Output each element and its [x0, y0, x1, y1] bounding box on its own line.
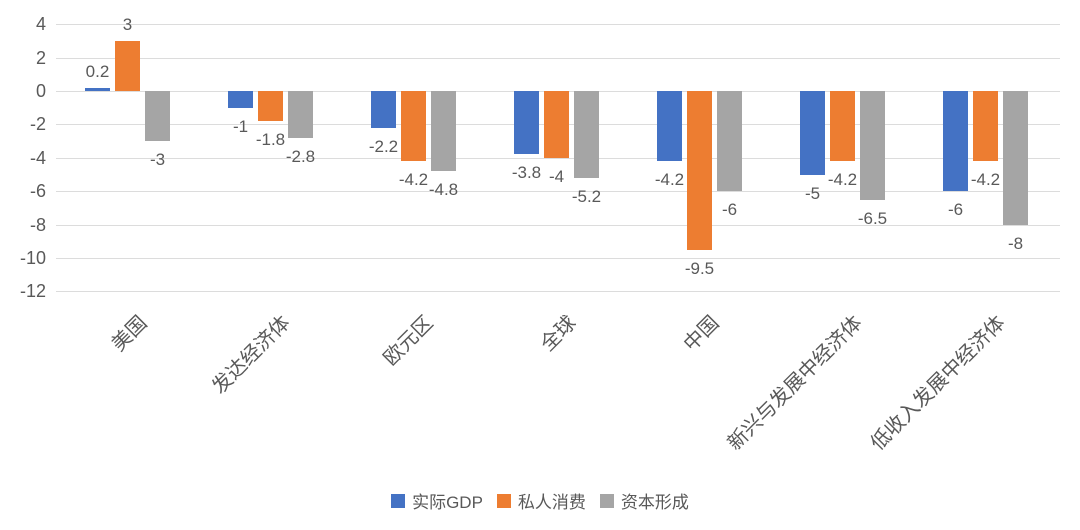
gridline [56, 291, 1060, 293]
y-axis-tick-label: -6 [29, 181, 46, 202]
bar [717, 91, 742, 192]
bar [1003, 91, 1028, 225]
gridline [56, 24, 1060, 26]
data-label: -2.2 [368, 136, 399, 156]
bar [943, 91, 968, 192]
data-label: -5.2 [571, 186, 602, 206]
data-label: 3 [122, 14, 133, 34]
bar [371, 91, 396, 128]
data-label: -6.5 [857, 208, 888, 228]
data-label: -3 [149, 150, 166, 170]
category-label: 新兴与发展中经济体 [723, 312, 867, 455]
bar [860, 91, 885, 200]
data-label: -5 [804, 183, 821, 203]
bar [401, 91, 426, 162]
bar [145, 91, 170, 142]
legend-item: 资本形成 [599, 488, 689, 513]
data-label: -9.5 [684, 258, 715, 278]
data-label: -4.2 [970, 170, 1001, 190]
data-label: -8 [1007, 233, 1024, 253]
bar [514, 91, 539, 155]
gridline [56, 224, 1060, 226]
y-axis-tick-label: -8 [29, 214, 46, 235]
legend-swatch [599, 493, 614, 508]
chart-legend: 实际GDP 私人消费 资本形成 [0, 488, 1080, 513]
legend-label: 资本形成 [620, 493, 689, 512]
gridline [56, 57, 1060, 59]
data-label: -6 [721, 200, 738, 220]
y-axis-tick-label: 0 [35, 81, 46, 101]
data-label: -6 [947, 200, 964, 220]
data-label: 0.2 [85, 61, 110, 81]
legend-swatch [391, 493, 406, 508]
category-label: 低收入发展中经济体 [866, 312, 1010, 455]
bar [657, 91, 682, 162]
bar [574, 91, 599, 178]
bar [830, 91, 855, 162]
category-label: 美国 [107, 312, 152, 356]
data-label: -4.8 [428, 180, 459, 200]
category-label: 发达经济体 [207, 312, 295, 399]
gridline [56, 258, 1060, 259]
y-axis-tick-label: -4 [29, 147, 46, 168]
category-label: 中国 [679, 312, 724, 356]
category-label: 欧元区 [379, 312, 438, 370]
gridline [56, 157, 1060, 159]
data-label: -1.8 [255, 130, 286, 150]
legend-item: 私人消费 [496, 488, 586, 513]
bar [431, 91, 456, 172]
y-axis-tick-label: 2 [35, 47, 46, 68]
bar [228, 91, 253, 108]
bar [687, 91, 712, 250]
bar [288, 91, 313, 138]
data-label: -1 [232, 116, 249, 136]
data-label: -4.2 [398, 170, 429, 190]
data-label: -2.8 [285, 146, 316, 166]
bar [115, 40, 140, 91]
data-label: -4.2 [654, 170, 685, 190]
category-label: 全球 [536, 312, 581, 356]
bar [973, 91, 998, 162]
data-label: -4.2 [827, 170, 858, 190]
legend-label: 实际GDP [412, 493, 483, 512]
legend-item: 实际GDP [391, 488, 483, 513]
bar [85, 87, 110, 91]
bar [258, 91, 283, 122]
gridline [56, 191, 1060, 193]
legend-swatch [496, 493, 511, 508]
y-axis-tick-label: -12 [19, 281, 46, 302]
y-axis-tick-label: -2 [29, 114, 46, 135]
data-label: -3.8 [511, 163, 542, 183]
data-label: -4 [548, 166, 565, 186]
y-axis-tick-label: -10 [19, 248, 46, 268]
bar [544, 91, 569, 158]
legend-label: 私人消费 [517, 493, 586, 512]
y-axis-tick-label: 4 [35, 14, 46, 35]
bar [800, 91, 825, 175]
